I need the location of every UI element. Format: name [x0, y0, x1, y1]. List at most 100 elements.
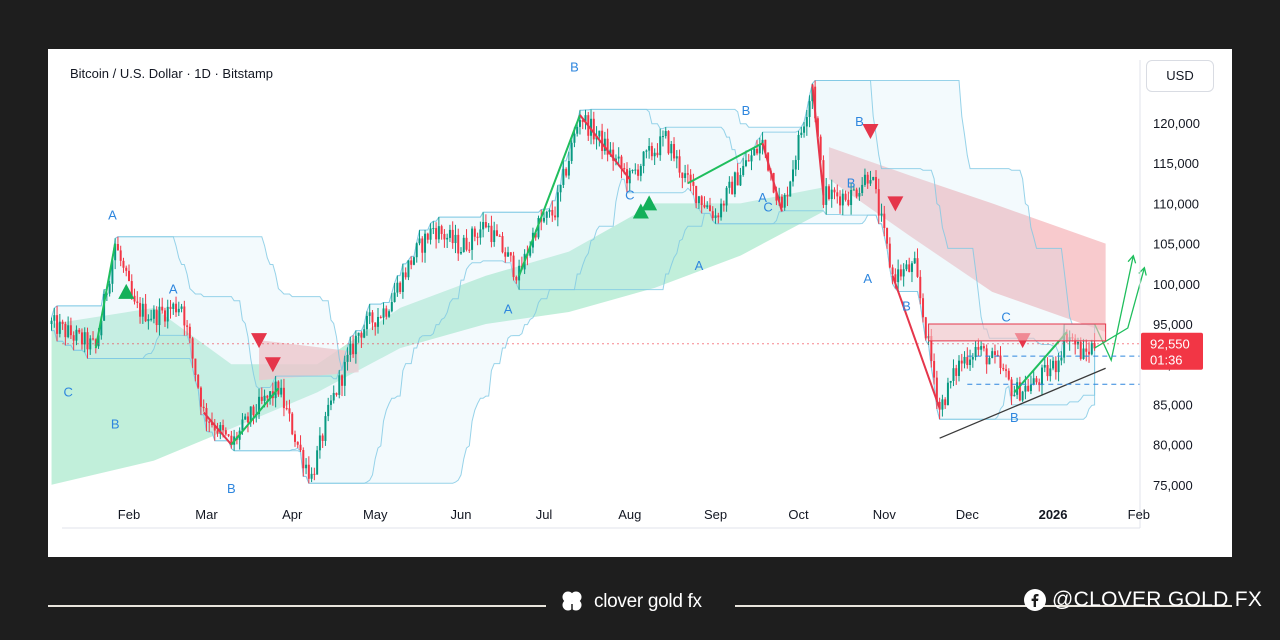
candle-body	[133, 295, 136, 302]
currency-selector[interactable]: USD	[1146, 60, 1214, 92]
candle-body	[512, 255, 515, 277]
x-tick-label: Nov	[873, 507, 897, 522]
candle-body	[681, 172, 684, 179]
candle-body	[999, 355, 1002, 368]
wave-label-b: B	[227, 481, 236, 496]
candle-body	[794, 159, 797, 170]
candle-body	[631, 170, 634, 172]
candle-body	[736, 172, 739, 186]
candle-body	[277, 381, 280, 395]
candle-body	[454, 234, 457, 244]
candle-body	[487, 225, 490, 228]
candle-body	[64, 323, 67, 338]
candle-body	[664, 131, 667, 137]
candle-body	[1024, 385, 1027, 392]
candle-body	[922, 298, 925, 318]
candle-body	[825, 186, 828, 205]
candle-body	[667, 131, 670, 154]
candle-body	[866, 174, 869, 184]
candle-body	[186, 325, 189, 327]
candle-body	[352, 343, 355, 355]
candle-body	[80, 332, 83, 345]
candle-body	[61, 321, 64, 324]
candle-body	[576, 126, 579, 134]
y-tick-label: 105,000	[1153, 237, 1200, 252]
candle-body	[426, 233, 429, 240]
candle-body	[188, 326, 191, 339]
candle-body	[1043, 364, 1046, 368]
candle-body	[969, 359, 972, 366]
candle-body	[639, 166, 642, 176]
candle-body	[139, 302, 142, 317]
candle-body	[913, 258, 916, 264]
candle-body	[761, 139, 764, 146]
candle-body	[545, 211, 548, 218]
wave-label-b: B	[1010, 410, 1019, 425]
candle-body	[260, 396, 263, 401]
candle-body	[739, 174, 742, 186]
candle-body	[515, 276, 518, 281]
candle-body	[578, 120, 581, 127]
candle-body	[982, 346, 985, 349]
bear-cloud	[828, 147, 1106, 333]
candle-body	[111, 260, 114, 284]
candle-body	[847, 199, 850, 206]
candle-body	[897, 269, 900, 283]
axes: 75,00080,00085,00090,00095,000100,000105…	[62, 60, 1200, 529]
candle-body	[963, 356, 966, 364]
candle-body	[424, 233, 427, 253]
candle-body	[562, 168, 565, 185]
candle-body	[830, 189, 833, 199]
candle-body	[711, 211, 714, 219]
x-tick-label: Feb	[118, 507, 140, 522]
candle-body	[412, 257, 415, 265]
wave-leg	[230, 387, 280, 446]
candle-body	[1090, 343, 1093, 355]
sell-signal-icon	[862, 124, 879, 140]
wave-label-a: A	[863, 271, 872, 286]
candle-body	[399, 282, 402, 292]
candle-body	[105, 293, 108, 295]
candle-body	[180, 306, 183, 309]
candle-body	[72, 335, 75, 341]
candle-body	[346, 354, 349, 362]
candle-body	[673, 144, 676, 159]
candle-body	[509, 252, 512, 256]
candle-body	[971, 357, 974, 360]
candle-body	[448, 229, 451, 238]
handle-text: @CLOVER GOLD FX	[1052, 588, 1263, 611]
candle-body	[418, 238, 421, 244]
x-tick-label: May	[363, 507, 388, 522]
symbol-title: Bitcoin / U.S. Dollar · 1D · Bitstamp	[70, 66, 273, 81]
wave-label-b: B	[570, 60, 579, 75]
candle-body	[177, 308, 180, 313]
x-tick-label: Jul	[536, 507, 553, 522]
bear-cloud-spring	[259, 340, 359, 381]
candle-body	[565, 168, 568, 176]
candle-body	[756, 148, 759, 154]
facebook-icon	[1024, 589, 1046, 611]
candle-body	[966, 356, 969, 366]
candle-body	[183, 306, 186, 326]
candle-body	[114, 244, 117, 261]
candle-body	[717, 215, 720, 218]
candle-body	[841, 193, 844, 206]
candle-body	[1032, 378, 1035, 385]
candle-body	[224, 430, 227, 435]
candle-body	[429, 228, 432, 240]
candle-body	[144, 303, 147, 322]
candle-body	[97, 335, 100, 347]
candle-body	[440, 226, 443, 234]
wave-leg	[811, 84, 825, 196]
candle-body	[584, 115, 587, 123]
candle-body	[731, 181, 734, 195]
candle-body	[902, 269, 905, 277]
x-tick-label: Sep	[704, 507, 727, 522]
candle-body	[86, 332, 89, 350]
candle-body	[822, 160, 825, 205]
social-handle[interactable]: @CLOVER GOLD FX	[1024, 588, 1262, 612]
candle-body	[92, 338, 95, 340]
candle-body	[360, 332, 363, 338]
candle-body	[916, 258, 919, 277]
